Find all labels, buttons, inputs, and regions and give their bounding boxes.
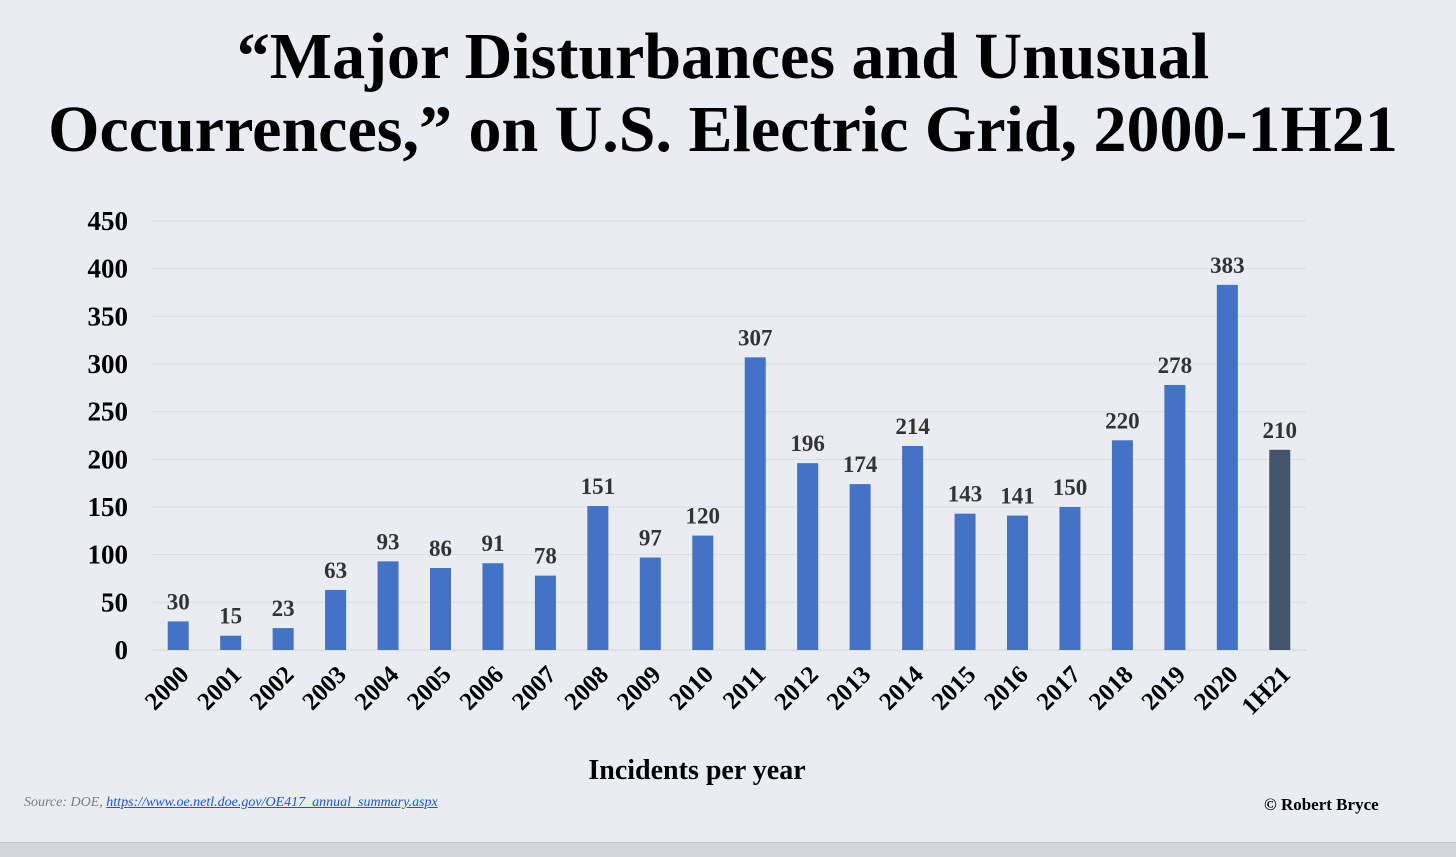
data-label-2018: 220 bbox=[1105, 408, 1140, 433]
x-tick-label-2004: 2004 bbox=[350, 661, 405, 716]
data-label-2011: 307 bbox=[738, 325, 773, 350]
source-prefix: Source: DOE, bbox=[24, 795, 107, 810]
bar-2015 bbox=[954, 513, 976, 650]
y-tick-label: 200 bbox=[88, 444, 129, 474]
data-label-2019: 278 bbox=[1158, 353, 1193, 378]
data-label-2012: 196 bbox=[790, 431, 825, 456]
y-tick-label: 350 bbox=[88, 301, 129, 331]
bar-2011 bbox=[744, 357, 766, 650]
bar-2008 bbox=[587, 506, 609, 650]
data-label-2006: 91 bbox=[481, 531, 504, 556]
y-tick-label: 250 bbox=[88, 397, 129, 427]
data-label-1H21: 210 bbox=[1263, 418, 1298, 443]
bar-2009 bbox=[639, 557, 661, 650]
bars bbox=[167, 284, 1291, 650]
source-note: Source: DOE, https://www.oe.netl.doe.gov… bbox=[24, 795, 438, 811]
bar-2005 bbox=[430, 568, 451, 650]
data-label-2002: 23 bbox=[272, 596, 295, 621]
chart-title-line-1: “Major Disturbances and Unusual bbox=[236, 20, 1210, 93]
chart-title-line-2: Occurrences,” on U.S. Electric Grid, 200… bbox=[48, 93, 1398, 166]
data-label-2009: 97 bbox=[639, 526, 662, 551]
x-tick-label-2006: 2006 bbox=[455, 661, 509, 715]
x-tick-label-2009: 2009 bbox=[612, 661, 666, 715]
x-tick-label-2002: 2002 bbox=[245, 661, 299, 715]
bar-chart: 0 50 100 150 200 250 300 350 400 450 30 15 23 63 93 86… bbox=[88, 206, 1306, 786]
y-tick-label: 50 bbox=[101, 587, 128, 617]
x-tick-label-2013: 2013 bbox=[822, 661, 876, 715]
y-tick-label: 450 bbox=[88, 206, 129, 236]
data-label-2003: 63 bbox=[324, 558, 347, 583]
data-label-2014: 214 bbox=[895, 414, 930, 439]
data-label-2015: 143 bbox=[948, 482, 983, 507]
x-tick-label-2020: 2020 bbox=[1189, 661, 1243, 715]
x-axis-title: Incidents per year bbox=[588, 755, 805, 786]
bar-2018 bbox=[1111, 440, 1133, 650]
x-axis-tick-labels: 2000200120022003200420052006200720082009… bbox=[140, 661, 1296, 721]
x-tick-label-2003: 2003 bbox=[297, 661, 351, 715]
bar-2001 bbox=[220, 635, 242, 650]
bottom-scroll-strip bbox=[0, 842, 1456, 857]
data-label-2000: 30 bbox=[167, 589, 190, 614]
data-label-2017: 150 bbox=[1053, 475, 1088, 500]
data-label-2001: 15 bbox=[219, 604, 242, 629]
y-tick-label: 150 bbox=[88, 492, 129, 522]
data-label-2013: 174 bbox=[843, 452, 878, 477]
data-label-2005: 86 bbox=[429, 536, 452, 561]
bar-2002 bbox=[272, 628, 294, 650]
x-tick-label-2010: 2010 bbox=[665, 661, 719, 715]
bar-2004 bbox=[377, 561, 399, 650]
x-tick-label-2008: 2008 bbox=[560, 661, 614, 715]
x-tick-label-2018: 2018 bbox=[1084, 661, 1138, 715]
data-labels: 30 15 23 63 93 86 91 78 151 97 120 307 196 174 214 143 1… bbox=[167, 253, 1297, 629]
copyright-credit: © Robert Bryce bbox=[1264, 795, 1379, 814]
chart-title: “Major Disturbances and Unusual Occurren… bbox=[0, 20, 1446, 166]
bar-1H21 bbox=[1269, 449, 1291, 650]
x-tick-label-2014: 2014 bbox=[874, 661, 929, 716]
x-tick-label-2012: 2012 bbox=[769, 661, 823, 715]
bar-2020 bbox=[1216, 284, 1238, 650]
y-tick-label: 400 bbox=[88, 254, 129, 284]
x-tick-label-2015: 2015 bbox=[927, 661, 981, 715]
source-link[interactable]: https://www.oe.netl.doe.gov/OE417_annual… bbox=[106, 795, 438, 810]
bar-2012 bbox=[797, 463, 819, 650]
bar-2000 bbox=[167, 621, 189, 650]
y-tick-label: 0 bbox=[115, 635, 129, 665]
data-label-2020: 383 bbox=[1210, 253, 1245, 278]
bar-2003 bbox=[325, 589, 347, 650]
y-tick-label: 300 bbox=[88, 349, 129, 379]
bar-2019 bbox=[1164, 384, 1186, 650]
x-tick-label-2007: 2007 bbox=[507, 661, 561, 715]
bar-2013 bbox=[849, 484, 871, 650]
data-label-2008: 151 bbox=[581, 474, 616, 499]
bar-2017 bbox=[1059, 507, 1081, 650]
y-axis-tick-labels: 0 50 100 150 200 250 300 350 400 450 bbox=[88, 206, 129, 665]
bar-2007 bbox=[534, 575, 556, 650]
bar-2006 bbox=[482, 563, 504, 650]
x-tick-label-2016: 2016 bbox=[979, 661, 1033, 715]
x-tick-label-2001: 2001 bbox=[192, 661, 246, 715]
bar-2010 bbox=[692, 535, 714, 650]
x-tick-label-1H21: 1H21 bbox=[1237, 661, 1296, 720]
x-tick-label-2017: 2017 bbox=[1032, 661, 1086, 715]
x-tick-label-2019: 2019 bbox=[1137, 661, 1191, 715]
data-label-2004: 93 bbox=[377, 529, 400, 554]
y-tick-label: 100 bbox=[88, 540, 129, 570]
bar-2016 bbox=[1007, 515, 1028, 650]
x-tick-label-2005: 2005 bbox=[402, 661, 456, 715]
x-tick-label-2000: 2000 bbox=[140, 661, 194, 715]
data-label-2007: 78 bbox=[534, 544, 557, 569]
bar-2014 bbox=[902, 445, 924, 650]
data-label-2016: 141 bbox=[1000, 484, 1035, 509]
data-label-2010: 120 bbox=[686, 504, 721, 529]
x-tick-label-2011: 2011 bbox=[718, 661, 771, 714]
